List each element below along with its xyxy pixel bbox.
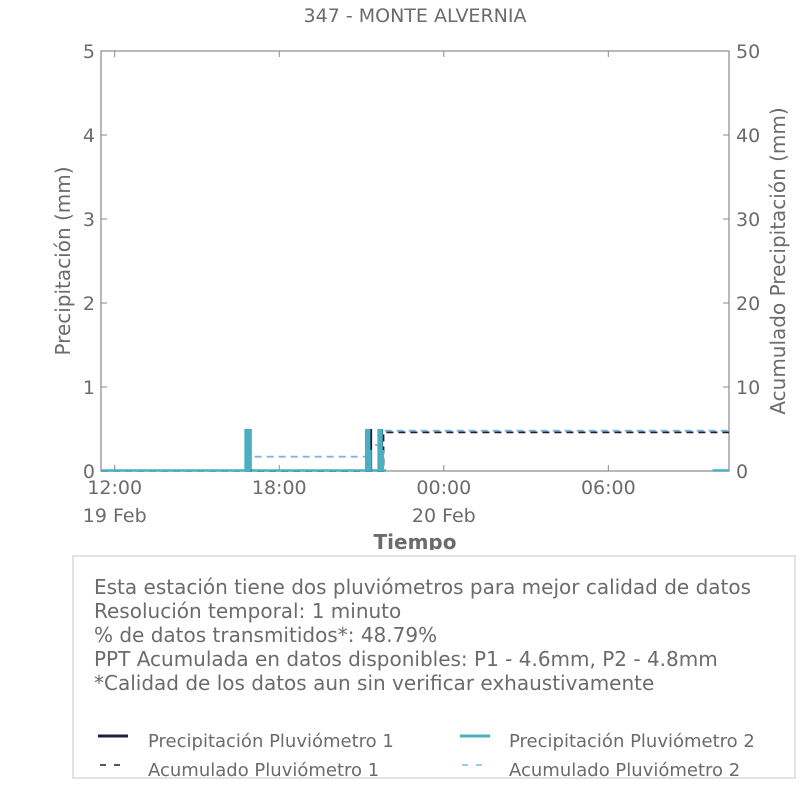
y-tick-label: 0 [83,461,95,483]
x-tick-label: 06:00 [581,477,636,499]
series-line-acumulado-1 [101,431,729,472]
x-tick-label: 12:00 [87,477,142,499]
series-line-acumulado-2 [101,429,729,472]
legend-label-acc2: Acumulado Pluviómetro 2 [509,760,741,781]
info-box: Esta estación tiene dos pluviómetros par… [72,555,796,781]
y2-tick-label: 40 [736,125,760,147]
y2-tick-label: 0 [736,461,748,483]
legend-swatch-p2 [460,734,490,738]
legend-swatch-p1 [98,734,128,738]
y2-tick-label: 50 [736,41,760,63]
x-tick-date-label: 19 Feb [83,505,147,527]
legend-label-p2: Precipitación Pluviómetro 2 [509,731,755,752]
y-tick-label: 4 [83,125,95,147]
legend-swatch-acc2 [462,764,488,766]
legend-label-p1: Precipitación Pluviómetro 1 [148,731,394,752]
chart: 347 - MONTE ALVERNIA0123450102030405012:… [51,5,790,550]
y-tick-label: 5 [83,41,95,63]
y2-tick-label: 30 [736,209,760,231]
x-tick-label: 00:00 [416,477,471,499]
y2-tick-label: 20 [736,293,760,315]
y2-tick-label: 10 [736,377,760,399]
x-tick-date-label: 20 Feb [412,505,476,527]
y-axis-label: Precipitación (mm) [51,166,75,355]
y-tick-label: 2 [83,293,95,315]
y2-axis-label: Acumulado Precipitación (mm) [766,107,790,414]
info-note-accumulated: PPT Acumulada en datos disponibles: P1 -… [94,647,718,671]
info-note-transmitted: % de datos transmitidos*: 48.79% [94,623,438,647]
x-axis-label: Tiempo [374,530,457,550]
chart-title: 347 - MONTE ALVERNIA [304,5,527,27]
legend-swatch-acc1 [100,764,126,766]
y-tick-label: 3 [83,209,95,231]
info-note-quality: *Calidad de los datos aun sin verificar … [94,671,655,695]
x-tick-label: 18:00 [252,477,307,499]
legend-label-acc1: Acumulado Pluviómetro 1 [148,760,380,781]
plot-frame [100,50,730,472]
info-note-resolution: Resolución temporal: 1 minuto [94,599,402,623]
info-note-stations: Esta estación tiene dos pluviómetros par… [94,575,752,599]
y-tick-label: 1 [83,377,95,399]
